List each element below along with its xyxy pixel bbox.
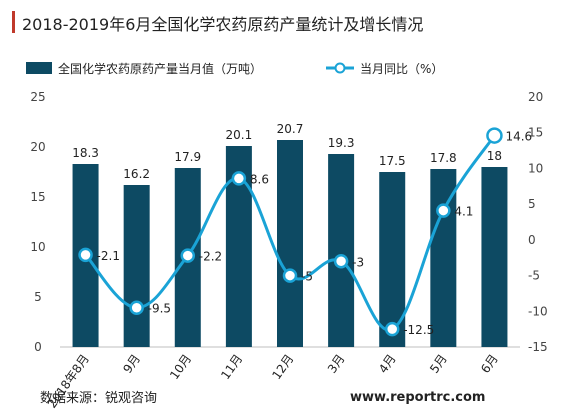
bar-value-label: 16.2 [123,167,150,181]
y-right-tick-label: -10 [528,304,548,318]
legend-bar-swatch [26,62,52,74]
y-right-tick-label: -15 [528,340,548,354]
y-left-tick-label: 10 [30,240,45,254]
line-value-label: -3 [352,255,364,269]
line-value-label: -2.1 [97,249,120,263]
bar [123,185,150,347]
line-marker [486,127,503,144]
y-right-tick-label: 5 [528,197,536,211]
bar-value-label: 20.1 [226,128,253,142]
bar [430,169,457,347]
bar-value-label: 17.9 [174,150,201,164]
title-accent-bar [12,11,15,33]
line-value-label: -5 [301,270,313,284]
bar [481,167,508,347]
legend: 全国化学农药原药产量当月值（万吨） 当月同比（%） [26,61,443,76]
line-marker [282,268,298,283]
bar-value-label: 17.8 [430,151,457,165]
line-series [78,127,503,337]
bar-value-label: 20.7 [277,122,304,136]
line-value-label: -2.2 [199,250,222,264]
bar-value-label: 19.3 [328,136,355,150]
legend-bar-label: 全国化学农药原药产量当月值（万吨） [58,61,262,76]
line-marker [384,321,400,337]
y-left-tick-label: 0 [34,340,42,354]
watermark: www.reportrc.com [350,390,485,405]
bar-value-label: 18 [487,149,502,163]
y-left-tick-label: 15 [30,190,45,204]
line-value-label: -12.5 [403,323,434,337]
line-value-label: -9.5 [148,302,171,316]
line-value-label: 8.6 [250,172,269,186]
line-marker [436,203,451,218]
line-marker [129,300,144,315]
y-right-tick-label: 20 [528,90,543,104]
y-right-tick-label: 10 [528,161,543,175]
y-right-tick-label: 0 [528,233,536,247]
line-value-label: 14.6 [505,130,532,144]
bar-value-label: 18.3 [72,146,99,160]
chart-title: 2018-2019年6月全国化学农药原药产量统计及增长情况 [22,15,423,34]
bar [328,154,355,347]
y-right-tick-label: -5 [528,269,540,283]
legend-line-label: 当月同比（%） [360,62,443,76]
line-marker [231,171,247,186]
bar [277,140,303,347]
source-note: 数据来源：锐观咨询 [40,391,157,406]
y-left-tick-label: 5 [34,290,42,304]
y-left-tick-label: 25 [30,90,45,104]
line-marker [333,254,349,269]
line-marker [78,247,93,263]
y-left-tick-label: 20 [30,140,45,154]
line-marker [180,248,196,263]
legend-line-marker [334,62,346,74]
data-labels: 18.3 16.2 17.9 20.1 20.7 19.3 17.5 17.8 18 -2.1 -9… [72,122,532,337]
line-value-label: 4.1 [454,205,473,219]
y-right-tick-label: 15 [528,126,543,140]
bar-value-label: 17.5 [379,154,406,168]
